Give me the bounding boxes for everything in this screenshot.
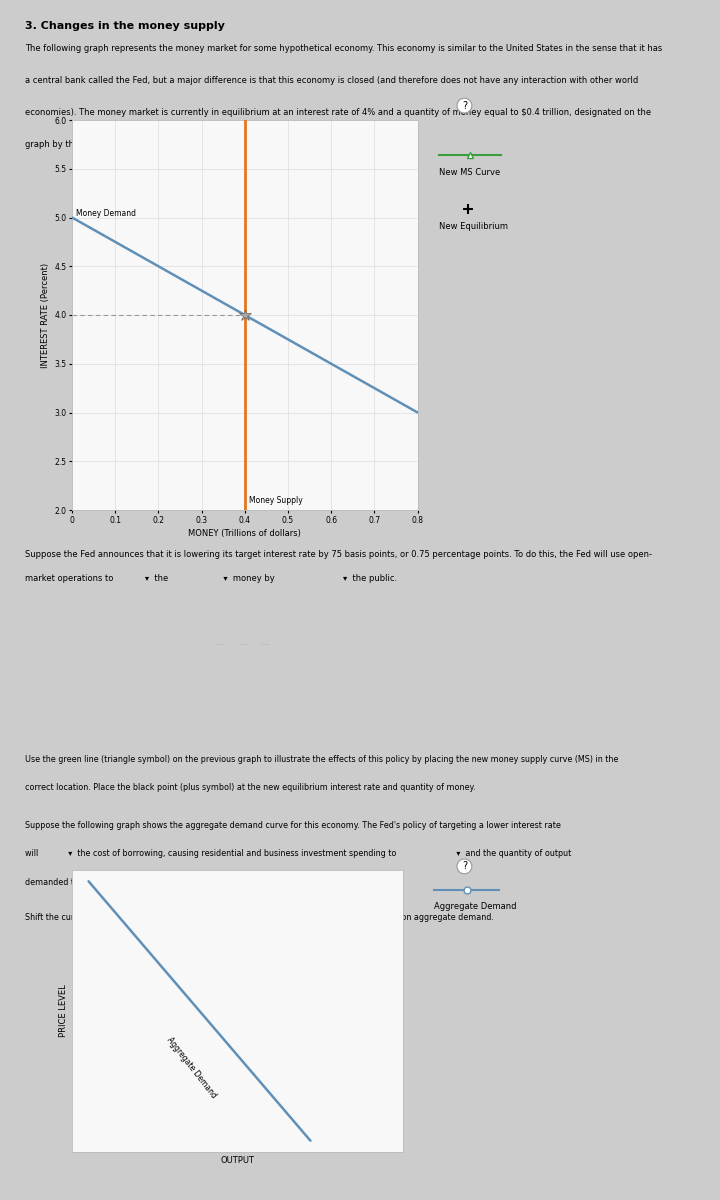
Y-axis label: INTEREST RATE (Percent): INTEREST RATE (Percent): [41, 263, 50, 367]
Text: correct location. Place the black point (plus symbol) at the new equilibrium int: correct location. Place the black point …: [24, 784, 475, 792]
Text: Use the green line (triangle symbol) on the previous graph to illustrate the eff: Use the green line (triangle symbol) on …: [24, 755, 618, 764]
Text: demanded to              ▾  at each price level.: demanded to ▾ at each price level.: [24, 877, 200, 887]
Text: Aggregate Demand: Aggregate Demand: [165, 1036, 218, 1099]
Y-axis label: PRICE LEVEL: PRICE LEVEL: [59, 985, 68, 1037]
Text: graph by the grey star symbol.: graph by the grey star symbol.: [24, 140, 155, 149]
Text: ?: ?: [462, 101, 467, 110]
Text: Shift the curve on the graph to show the general impact of the Fed's new interes: Shift the curve on the graph to show the…: [24, 913, 494, 922]
X-axis label: MONEY (Trillions of dollars): MONEY (Trillions of dollars): [189, 529, 301, 538]
Text: The following graph represents the money market for some hypothetical economy. T: The following graph represents the money…: [24, 44, 662, 53]
Text: a central bank called the Fed, but a major difference is that this economy is cl: a central bank called the Fed, but a maj…: [24, 76, 638, 85]
X-axis label: OUTPUT: OUTPUT: [220, 1156, 255, 1165]
Text: economies). The money market is currently in equilibrium at an interest rate of : economies). The money market is currentl…: [24, 108, 651, 118]
Text: New MS Curve: New MS Curve: [439, 168, 500, 176]
Text: Aggregate Demand: Aggregate Demand: [434, 902, 517, 912]
Text: —    —    —: — — —: [216, 638, 270, 649]
Text: Suppose the following graph shows the aggregate demand curve for this economy. T: Suppose the following graph shows the ag…: [24, 821, 561, 829]
Text: 3. Changes in the money supply: 3. Changes in the money supply: [24, 20, 225, 31]
Text: New Equilibrium: New Equilibrium: [439, 222, 508, 230]
Text: will            ▾  the cost of borrowing, causing residential and business inves: will ▾ the cost of borrowing, causing re…: [24, 850, 571, 858]
Text: Money Demand: Money Demand: [76, 209, 136, 217]
Text: market operations to            ▾  the                     ▾  money by          : market operations to ▾ the ▾ money by: [24, 574, 397, 583]
Text: Money Supply: Money Supply: [249, 496, 303, 505]
Text: ?: ?: [462, 862, 467, 871]
Text: Suppose the Fed announces that it is lowering its target interest rate by 75 bas: Suppose the Fed announces that it is low…: [24, 551, 652, 559]
